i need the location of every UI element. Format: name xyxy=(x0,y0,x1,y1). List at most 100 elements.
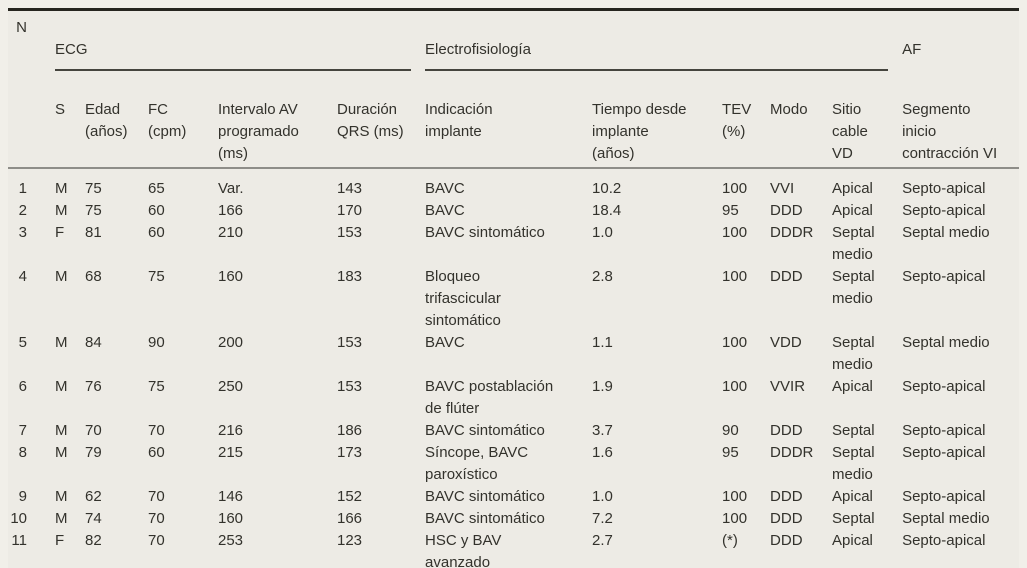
cell-tiempo-desde-implante: 1.1 xyxy=(592,334,613,351)
cell-n: 8 xyxy=(18,444,27,461)
cell-s: M xyxy=(55,488,68,505)
cell-fc: 70 xyxy=(148,532,165,549)
cell-sitio-cable-vd: Apical xyxy=(832,180,873,197)
cell-sitio-cable-vd: Septal xyxy=(832,510,875,527)
table-row: 5 M 84 90 200 153 BAVC 1.1 100 VDD Septal medio Sep… xyxy=(8,332,1019,376)
cell-s: M xyxy=(55,202,68,219)
table-row: 11 F 82 70 253 123 HSC y BAV avanzado 2.7 (*) DDD… xyxy=(8,530,1019,568)
cell-s: M xyxy=(55,334,68,351)
cell-modo: DDD xyxy=(770,422,803,439)
cell-intervalo-av: 146 xyxy=(218,488,244,505)
cell-fc: 90 xyxy=(148,334,165,351)
cell-duracion-qrs: 123 xyxy=(337,532,363,549)
cell-indicacion-implante: BAVC sintomático xyxy=(425,510,545,527)
cell-tev: 90 xyxy=(722,422,739,439)
cell-fc: 75 xyxy=(148,268,165,285)
group-header-af: AF xyxy=(902,11,1019,93)
cell-duracion-qrs: 143 xyxy=(337,180,363,197)
cell-segmento-inicio: Septal medio xyxy=(902,510,990,527)
cell-segmento-inicio: Septo-apical xyxy=(902,444,986,461)
cell-sitio-cable-vd: Septal xyxy=(832,422,875,439)
cell-n: 2 xyxy=(18,202,27,219)
cell-n: 1 xyxy=(18,180,27,197)
cell-s: M xyxy=(55,180,68,197)
cell-fc: 70 xyxy=(148,422,165,439)
cell-n: 10 xyxy=(10,510,27,527)
cell-indicacion-implante: BAVC sintomático xyxy=(425,488,545,505)
cell-s: M xyxy=(55,422,68,439)
cell-sitio-cable-vd: Apical xyxy=(832,202,873,219)
cell-s: M xyxy=(55,268,68,285)
cell-duracion-qrs: 186 xyxy=(337,422,363,439)
cell-edad: 75 xyxy=(85,202,102,219)
cell-duracion-qrs: 153 xyxy=(337,334,363,351)
cell-tiempo-desde-implante: 18.4 xyxy=(592,202,622,219)
table-row: 10 M 74 70 160 166 BAVC sintomático 7.2 100 DDD Se… xyxy=(8,508,1019,530)
cell-s: M xyxy=(55,444,68,461)
cell-indicacion-implante: BAVC xyxy=(425,202,465,219)
cell-intervalo-av: 215 xyxy=(218,444,244,461)
cell-modo: DDDR xyxy=(770,444,814,461)
table-header: N ECG Electrofisiología AF S Edad (años)… xyxy=(8,11,1020,169)
cell-segmento-inicio: Septo-apical xyxy=(902,488,986,505)
cell-s: F xyxy=(55,532,65,549)
cell-segmento-inicio: Septo-apical xyxy=(902,180,986,197)
column-header-duracion-qrs: Duración QRS (ms) xyxy=(337,93,426,169)
column-header-modo: Modo xyxy=(770,93,833,169)
table-row: 3 F 81 60 210 153 BAVC sintomático 1.0 100 DDDR Se… xyxy=(8,222,1019,266)
column-header-tev: TEV (%) xyxy=(722,93,771,169)
cell-sitio-cable-vd: Apical xyxy=(832,378,873,395)
cell-edad: 74 xyxy=(85,510,102,527)
cell-intervalo-av: Var. xyxy=(218,180,244,197)
cell-segmento-inicio: Septo-apical xyxy=(902,378,986,395)
cell-tev: 95 xyxy=(722,444,739,461)
cell-intervalo-av: 200 xyxy=(218,334,244,351)
cell-fc: 70 xyxy=(148,510,165,527)
cell-sitio-cable-vd: Apical xyxy=(832,532,873,549)
cell-s: F xyxy=(55,224,65,241)
cell-duracion-qrs: 173 xyxy=(337,444,363,461)
cell-indicacion-implante: Síncope, BAVC paroxístico xyxy=(425,444,529,483)
cell-segmento-inicio: Septal medio xyxy=(902,334,990,351)
group-label-af: AF xyxy=(902,41,922,58)
cell-duracion-qrs: 153 xyxy=(337,378,363,395)
cell-tev: 100 xyxy=(722,488,748,505)
column-header-sitio-cable-vd: Sitio cable VD xyxy=(832,93,903,169)
table-container: N ECG Electrofisiología AF S Edad (años)… xyxy=(8,8,1020,568)
cell-tiempo-desde-implante: 1.9 xyxy=(592,378,613,395)
cell-s: M xyxy=(55,510,68,527)
cell-duracion-qrs: 166 xyxy=(337,510,363,527)
cell-modo: VVIR xyxy=(770,378,806,395)
cell-edad: 84 xyxy=(85,334,102,351)
cell-n: 7 xyxy=(18,422,27,439)
cell-modo: VDD xyxy=(770,334,802,351)
cell-tev: 100 xyxy=(722,224,748,241)
cell-edad: 82 xyxy=(85,532,102,549)
cell-n: 6 xyxy=(18,378,27,395)
cell-intervalo-av: 166 xyxy=(218,202,244,219)
cell-segmento-inicio: Septo-apical xyxy=(902,202,986,219)
cell-duracion-qrs: 153 xyxy=(337,224,363,241)
cell-tev: 95 xyxy=(722,202,739,219)
cell-indicacion-implante: BAVC xyxy=(425,180,465,197)
table-row: 4 M 68 75 160 183 Bloqueo trifascicular sintom… xyxy=(8,266,1019,332)
cell-tiempo-desde-implante: 2.8 xyxy=(592,268,613,285)
cell-tiempo-desde-implante: 7.2 xyxy=(592,510,613,527)
column-header-segmento-inicio: Segmento inicio contracción VI xyxy=(902,93,1020,169)
cell-tev: 100 xyxy=(722,334,748,351)
cell-segmento-inicio: Septo-apical xyxy=(902,268,986,285)
cell-edad: 75 xyxy=(85,180,102,197)
cell-sitio-cable-vd: Apical xyxy=(832,488,873,505)
cell-n: 11 xyxy=(11,532,27,549)
cell-segmento-inicio: Septal medio xyxy=(902,224,990,241)
cell-fc: 65 xyxy=(148,180,165,197)
cell-modo: DDD xyxy=(770,488,803,505)
sub-header-row: S Edad (años) FC (cpm) Intervalo AV prog… xyxy=(8,93,1020,169)
cell-tiempo-desde-implante: 1.0 xyxy=(592,488,613,505)
cell-fc: 60 xyxy=(148,224,165,241)
cell-tev: 100 xyxy=(722,268,748,285)
cell-fc: 75 xyxy=(148,378,165,395)
cell-edad: 76 xyxy=(85,378,102,395)
cell-indicacion-implante: HSC y BAV avanzado xyxy=(425,532,502,568)
